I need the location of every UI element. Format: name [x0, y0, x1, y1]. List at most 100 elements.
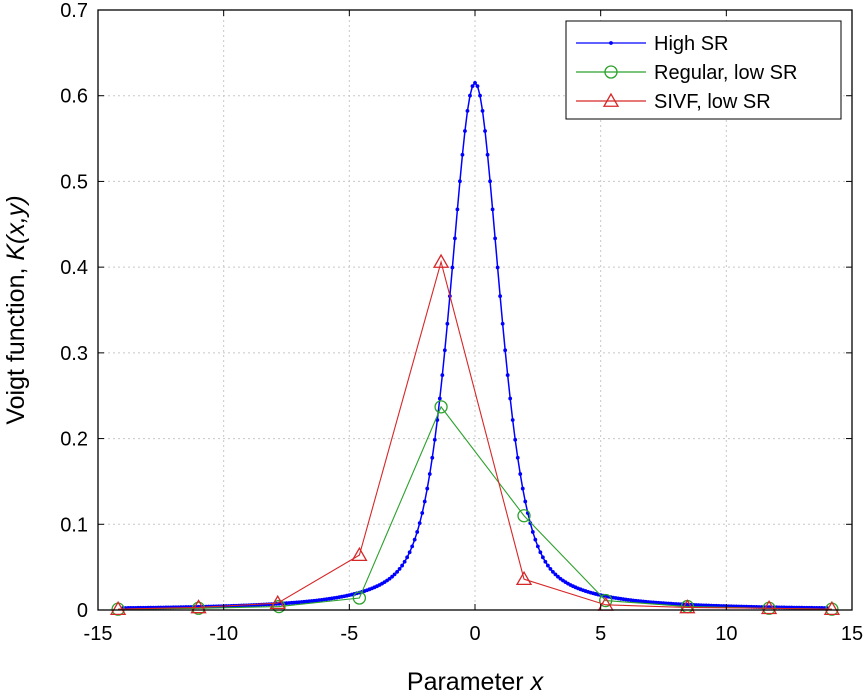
data-point-triangle: [602, 92, 620, 107]
x-tick-label: 0: [469, 623, 480, 645]
y-tick-label: 0.7: [60, 0, 88, 22]
x-tick-label: 5: [595, 623, 606, 645]
data-point-dot: [395, 569, 399, 574]
data-point-dot: [543, 559, 548, 564]
data-point-dot: [417, 521, 422, 525]
data-point-dot: [515, 455, 520, 460]
x-tick-label: 15: [841, 623, 863, 645]
data-point-dot: [440, 373, 445, 378]
x-tick-label: -15: [84, 623, 113, 645]
data-point-dot: [468, 93, 472, 98]
data-point-dot: [432, 437, 437, 442]
y-axis-title-variable: K(x,y): [2, 195, 30, 260]
data-point-dot: [425, 486, 430, 491]
legend-label: SIVF, low SR: [654, 91, 771, 113]
data-point-dot: [540, 555, 545, 560]
data-point-dot: [505, 373, 510, 378]
y-tick-label: 0.6: [60, 86, 88, 108]
y-tick-label: 0: [77, 600, 88, 622]
data-point-dot: [392, 572, 397, 577]
data-point-dot: [488, 179, 492, 184]
data-point-dot: [473, 80, 477, 85]
data-point-circle: [517, 509, 531, 523]
data-point-dot: [551, 569, 555, 574]
data-point-triangle: [269, 594, 286, 610]
data-point-dot: [450, 265, 455, 270]
data-point-dot: [427, 472, 432, 476]
data-point-circle: [272, 599, 286, 614]
data-point-circle: [434, 400, 448, 414]
data-point-dot: [422, 499, 427, 504]
x-axis-title-text: Parameter: [407, 668, 531, 695]
x-axis-title-variable: x: [530, 668, 545, 695]
series-line: [118, 259, 832, 610]
data-point-dot: [533, 537, 538, 542]
data-point-dot: [518, 472, 523, 476]
data-point-dot: [405, 555, 410, 560]
data-point-dot: [528, 521, 533, 525]
data-point-dot: [415, 530, 420, 534]
legend-label: High SR: [654, 33, 728, 55]
data-point-dot: [407, 550, 412, 555]
data-point-dot: [470, 84, 475, 89]
y-axis-title-text: Voigt function,: [2, 261, 30, 425]
data-point-dot: [430, 455, 435, 460]
data-point-triangle: [351, 546, 368, 562]
data-point-dot: [400, 563, 405, 568]
data-point-dot: [493, 236, 498, 241]
data-point-triangle: [190, 599, 207, 614]
data-point-dot: [460, 152, 465, 157]
legend-label: Regular, low SR: [654, 62, 797, 84]
data-point-triangle: [679, 599, 696, 614]
data-point-dot: [498, 294, 503, 299]
data-point-dot: [520, 486, 525, 491]
data-point-dot: [510, 418, 515, 422]
y-tick-label: 0.3: [60, 343, 88, 365]
x-tick-label: -5: [340, 623, 358, 645]
data-point-dot: [485, 152, 490, 157]
data-point-dot: [545, 563, 550, 568]
grid-lines: [98, 10, 852, 610]
x-tick-label: 10: [715, 623, 737, 645]
legend: High SR Regular, low SR SIVF, low SR: [565, 20, 842, 120]
data-point-dot: [420, 511, 425, 515]
data-point-circle: [604, 65, 618, 79]
data-point-dot: [455, 207, 460, 212]
y-tick-label: 0.1: [60, 514, 88, 536]
data-point-dot: [513, 437, 518, 442]
y-tick-label: 0.4: [60, 257, 88, 279]
y-tick-label: 0.2: [60, 429, 88, 451]
data-point-dot: [437, 396, 442, 401]
data-point-dot: [548, 567, 553, 571]
data-point-circle: [599, 593, 613, 608]
data-point-dot: [480, 109, 485, 113]
data-point-triangle: [515, 570, 533, 586]
data-point-triangle: [109, 600, 127, 616]
data-point-dot: [495, 265, 500, 270]
data-point-dot: [508, 396, 513, 401]
data-point-dot: [465, 109, 470, 113]
data-point-dot: [523, 499, 528, 504]
x-tick-label: -10: [209, 623, 238, 645]
data-point-dot: [535, 544, 540, 549]
data-point-triangle: [432, 253, 450, 268]
data-point-dot: [463, 129, 467, 133]
data-point-dot: [475, 84, 480, 89]
y-axis-title: Voigt function, K(x,y): [2, 195, 30, 424]
axis-ticks: -15 -10 -5 0 5 10 15 0 0.1 0.2 0.3 0.4 0.5 0.6 0.7: [60, 0, 863, 645]
data-point-dot: [402, 559, 407, 564]
y-tick-label: 0.5: [60, 171, 88, 193]
data-point-dot: [478, 93, 482, 98]
data-point-dot: [609, 41, 613, 45]
data-point-triangle: [823, 600, 841, 616]
data-point-triangle: [760, 599, 778, 615]
data-point-dot: [442, 348, 447, 353]
data-point-dot: [458, 179, 462, 184]
data-point-circle: [191, 601, 206, 615]
data-point-dot: [452, 236, 457, 241]
data-point-dot: [483, 129, 487, 133]
data-point-dot: [530, 530, 535, 534]
data-point-dot: [412, 537, 417, 542]
data-point-dot: [538, 550, 543, 555]
